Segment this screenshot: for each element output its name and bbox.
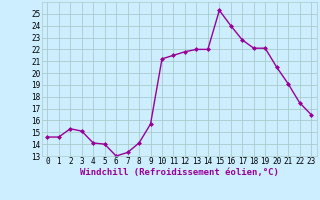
X-axis label: Windchill (Refroidissement éolien,°C): Windchill (Refroidissement éolien,°C): [80, 168, 279, 177]
